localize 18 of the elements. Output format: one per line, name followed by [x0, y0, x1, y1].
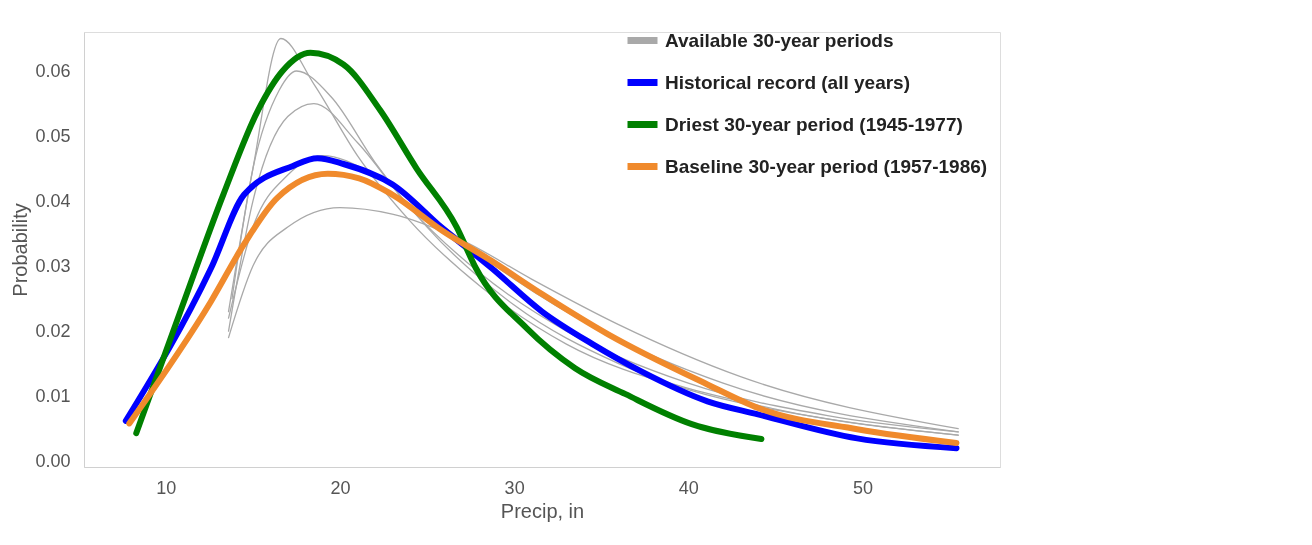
x-tick-label: 10: [156, 477, 177, 498]
y-tick-label: 0.00: [35, 450, 71, 471]
x-tick-label: 20: [330, 477, 351, 498]
legend-label: Driest 30-year period (1945-1977): [665, 113, 963, 135]
y-tick-label: 0.04: [35, 190, 71, 211]
x-tick-label: 40: [678, 477, 699, 498]
y-tick-label: 0.02: [35, 320, 71, 341]
y-axis-title: Probability: [9, 203, 32, 297]
x-tick-label: 30: [504, 477, 525, 498]
y-tick-label: 0.05: [35, 125, 71, 146]
x-axis-title: Precip, in: [500, 499, 585, 522]
y-tick-label: 0.06: [35, 60, 71, 81]
x-tick-label: 50: [852, 477, 873, 498]
legend-label: Historical record (all years): [665, 71, 910, 93]
y-tick-label: 0.03: [35, 255, 71, 276]
legend-label: Baseline 30-year period (1957-1986): [665, 155, 988, 177]
y-tick-label: 0.01: [35, 385, 71, 406]
legend-label: Available 30-year periods: [665, 29, 894, 51]
